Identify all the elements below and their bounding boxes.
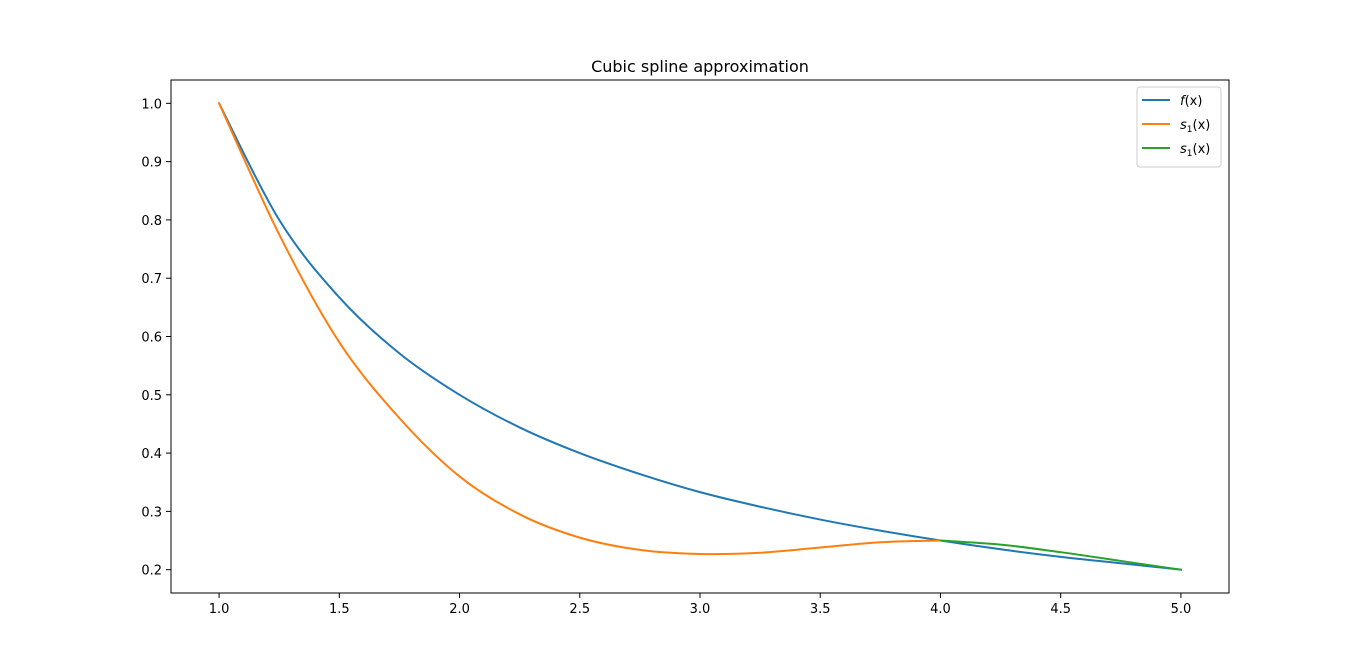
legend: f(x) s1(x) s1(x)	[1136, 86, 1222, 168]
y-tick-label: 0.8	[141, 214, 162, 229]
legend-label-2: s1(x)	[1180, 118, 1210, 135]
y-tick-label: 0.4	[141, 447, 162, 462]
series-line-3	[939, 539, 1183, 571]
y-tick-label: 0.2	[141, 564, 162, 579]
legend-label-1: f(x)	[1180, 94, 1202, 109]
y-tick-label: 0.5	[141, 389, 162, 404]
y-tick-label: 0.6	[141, 331, 162, 346]
y-tick-label: 0.3	[141, 505, 162, 520]
series-line-2	[217, 101, 942, 556]
x-tick-label: 2.0	[449, 602, 470, 617]
x-tick-label: 2.5	[569, 602, 590, 617]
y-tick-label: 0.9	[141, 156, 162, 171]
x-axis: 1.0 1.5 2.0 2.5 3.0 3.5 4.0 4.5 5.0	[209, 593, 1192, 617]
y-tick-label: 0.7	[141, 272, 162, 287]
x-tick-label: 1.0	[209, 602, 230, 617]
y-axis: 0.2 0.3 0.4 0.5 0.6 0.7 0.8 0.9 1.0	[141, 97, 171, 579]
x-tick-label: 4.5	[1050, 602, 1071, 617]
chart-title: Cubic spline approximation	[591, 57, 809, 76]
y-tick-label: 1.0	[141, 97, 162, 112]
x-tick-label: 4.0	[930, 602, 951, 617]
legend-label-3: s1(x)	[1180, 142, 1210, 159]
x-tick-label: 3.0	[690, 602, 711, 617]
x-tick-label: 1.5	[329, 602, 350, 617]
x-tick-label: 3.5	[810, 602, 831, 617]
series-line-1	[217, 101, 1183, 571]
series-layer	[217, 101, 1183, 571]
x-tick-label: 5.0	[1171, 602, 1192, 617]
